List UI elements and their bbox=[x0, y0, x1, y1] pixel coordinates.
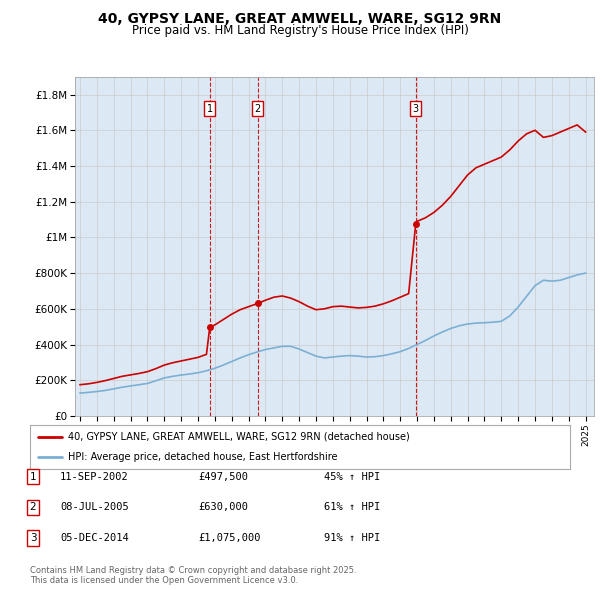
Text: 1: 1 bbox=[207, 104, 213, 114]
Text: 1: 1 bbox=[29, 472, 37, 481]
Text: 61% ↑ HPI: 61% ↑ HPI bbox=[324, 503, 380, 512]
Text: 3: 3 bbox=[29, 533, 37, 543]
Text: 40, GYPSY LANE, GREAT AMWELL, WARE, SG12 9RN (detached house): 40, GYPSY LANE, GREAT AMWELL, WARE, SG12… bbox=[68, 432, 410, 442]
Text: 2: 2 bbox=[254, 104, 261, 114]
Text: 91% ↑ HPI: 91% ↑ HPI bbox=[324, 533, 380, 543]
Text: £1,075,000: £1,075,000 bbox=[198, 533, 260, 543]
Text: Price paid vs. HM Land Registry's House Price Index (HPI): Price paid vs. HM Land Registry's House … bbox=[131, 24, 469, 37]
Text: 2: 2 bbox=[29, 503, 37, 512]
Text: 05-DEC-2014: 05-DEC-2014 bbox=[60, 533, 129, 543]
Text: 45% ↑ HPI: 45% ↑ HPI bbox=[324, 472, 380, 481]
Text: 11-SEP-2002: 11-SEP-2002 bbox=[60, 472, 129, 481]
Text: HPI: Average price, detached house, East Hertfordshire: HPI: Average price, detached house, East… bbox=[68, 452, 337, 462]
Text: 08-JUL-2005: 08-JUL-2005 bbox=[60, 503, 129, 512]
Text: £497,500: £497,500 bbox=[198, 472, 248, 481]
Text: 3: 3 bbox=[413, 104, 419, 114]
Text: 40, GYPSY LANE, GREAT AMWELL, WARE, SG12 9RN: 40, GYPSY LANE, GREAT AMWELL, WARE, SG12… bbox=[98, 12, 502, 26]
Text: £630,000: £630,000 bbox=[198, 503, 248, 512]
Text: Contains HM Land Registry data © Crown copyright and database right 2025.
This d: Contains HM Land Registry data © Crown c… bbox=[30, 566, 356, 585]
